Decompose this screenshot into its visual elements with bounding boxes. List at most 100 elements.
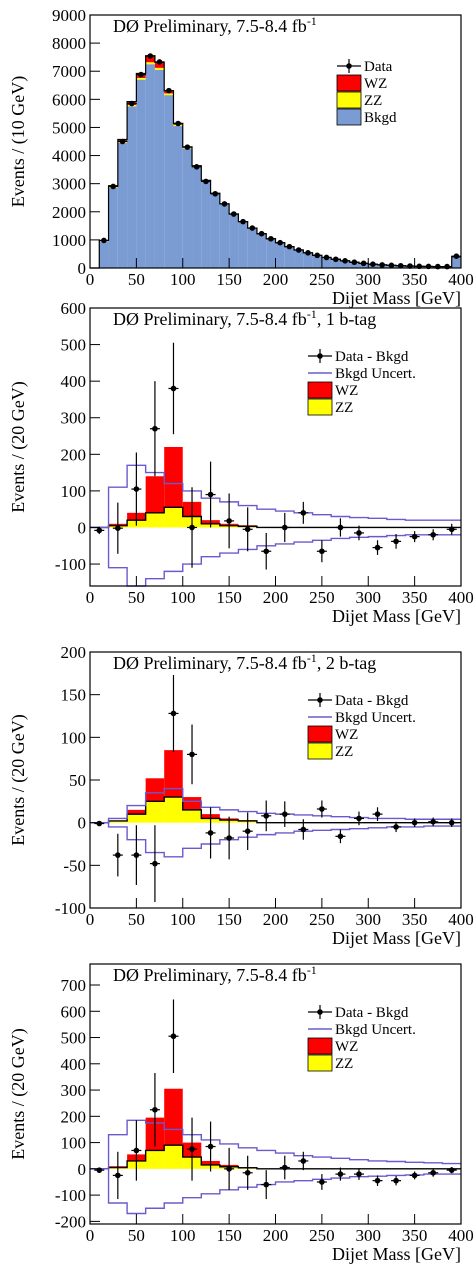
zz-bar [108,820,128,823]
x-tick-label: 250 [309,1226,335,1245]
legend-item-zz: ZZ [307,1054,353,1072]
data-marker [147,53,154,59]
data-point [391,821,402,833]
y-axis-title: Events / (10 GeV) [8,76,29,207]
data-point [377,262,388,268]
y-tick-label: 500 [61,1029,87,1048]
data-marker [207,1143,214,1150]
bkgd-bar [99,241,109,268]
x-tick-label: 300 [356,910,382,929]
wz-bar [182,797,202,810]
bkgd-bar [219,203,230,268]
data-marker [249,225,256,231]
legend-item-wz: WZ [307,725,358,743]
data-point [312,252,323,259]
data-point [409,1171,420,1180]
data-marker [351,259,358,266]
x-tick-label: 150 [216,1226,242,1245]
data-point [219,201,230,207]
legend-swatch [336,91,362,109]
x-tick-label: 150 [216,910,242,929]
data-point [261,1170,272,1200]
data-point [200,178,211,185]
data-point [145,53,156,59]
x-tick-label: 350 [402,588,428,607]
bkgd-bar [154,69,165,268]
data-point [131,1120,142,1181]
data-point [224,1147,235,1190]
bkgd-bar [136,79,146,269]
legend-item-wz: WZ [307,381,358,399]
data-point [149,1072,160,1147]
x-tick-label: 100 [170,910,196,929]
data-point [446,523,457,535]
chart-panel-inclusive: 0 1000 2000 3000 4000 5000 6000 7000 8000 9000 0 50… [8,6,474,308]
legend-label: ZZ [335,1056,353,1072]
data-marker [96,1167,103,1173]
data-point [279,512,290,543]
data-point [163,87,174,94]
legend-swatch [307,1037,333,1055]
data-point [279,801,290,827]
legend-label: Bkgd Uncert. [335,366,416,382]
legend-item-zz: ZZ [307,742,353,760]
y-tick-label: 3000 [52,175,86,194]
legend-swatch [307,398,333,416]
y-tick-label: -100 [55,899,86,918]
y-tick-label: 300 [61,409,87,428]
data-point [210,190,221,197]
data-point [428,817,439,827]
data-marker [170,1033,177,1040]
legend-item-wz: WZ [336,74,387,92]
x-tick-label: 100 [170,270,196,289]
wz-bar [164,750,183,798]
plot-title: DØ Preliminary, 7.5-8.4 fb-1 [113,963,317,985]
data-point [131,825,142,885]
data-marker [207,491,214,498]
data-point [335,829,346,844]
y-axis-title: Events / (20 GeV) [8,381,29,512]
data-marker [152,1106,158,1113]
legend-label: ZZ [335,744,353,760]
data-marker [337,1171,344,1177]
data-marker [156,59,163,65]
data-point [187,1117,198,1181]
x-tick-label: 200 [263,270,289,289]
data-marker [207,830,214,836]
y-tick-label: 1000 [52,231,86,250]
data-point [224,816,235,860]
data-marker [356,530,362,536]
y-axis-title: Events / (20 GeV) [8,1028,29,1159]
data-point [187,724,198,785]
plot-title: DØ Preliminary, 7.5-8.4 fb-1 [113,14,317,36]
data-marker [337,833,344,840]
data-marker [286,243,293,250]
data-marker [300,826,307,833]
data-point [117,138,128,145]
data-marker [193,164,200,170]
legend-label: WZ [335,727,358,743]
data-marker [96,820,103,827]
zz-bar [145,512,165,528]
y-tick-label: 150 [61,686,87,705]
data-marker [356,815,362,822]
y-tick-label: 600 [61,299,87,318]
data-marker [152,860,158,867]
data-marker [170,710,177,717]
data-marker [323,254,330,261]
data-point [242,812,253,850]
x-tick-label: 0 [86,1226,95,1245]
data-point [112,1151,123,1200]
x-tick-label: 50 [128,910,145,929]
data-marker [374,1177,381,1184]
data-marker [268,235,274,242]
x-tick-label: 50 [128,270,145,289]
y-axis-title: Events / (20 GeV) [8,714,29,845]
legend-item-bkgd: Bkgd [336,108,397,126]
legend-swatch [307,381,333,399]
y-tick-label: 700 [61,976,87,995]
data-marker [152,425,158,432]
bkgd-bar [303,252,313,268]
data-point [112,502,123,554]
